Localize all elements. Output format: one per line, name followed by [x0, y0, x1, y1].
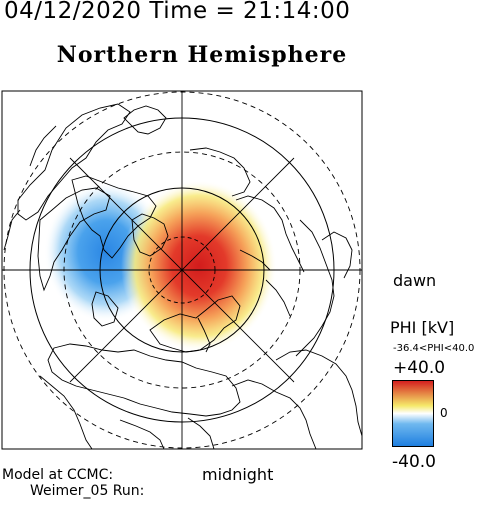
date-time-header: 04/12/2020 Time = 21:14:00 [4, 0, 351, 24]
colorbar-parameter-label: PHI [kV] [390, 318, 455, 337]
colorbar-range-label: -36.4<PHI<40.0 [393, 343, 475, 354]
positive-cell [121, 180, 277, 352]
run-label: Weimer_05 Run: [30, 483, 145, 499]
colorbar-min-label: -40.0 [392, 452, 436, 472]
map-frame [1, 90, 363, 450]
model-label: Model at CCMC: [2, 467, 114, 483]
meridian-lines [2, 91, 362, 449]
colorbar-zero-label: 0 [440, 406, 448, 420]
dawn-label: dawn [393, 271, 437, 290]
colorbar-max-label: +40.0 [393, 358, 446, 378]
coastlines [3, 103, 362, 449]
midnight-label: midnight [202, 465, 274, 484]
latitude-circles [3, 91, 361, 449]
colorbar [392, 380, 434, 447]
hemisphere-title: Northern Hemisphere [56, 42, 348, 68]
